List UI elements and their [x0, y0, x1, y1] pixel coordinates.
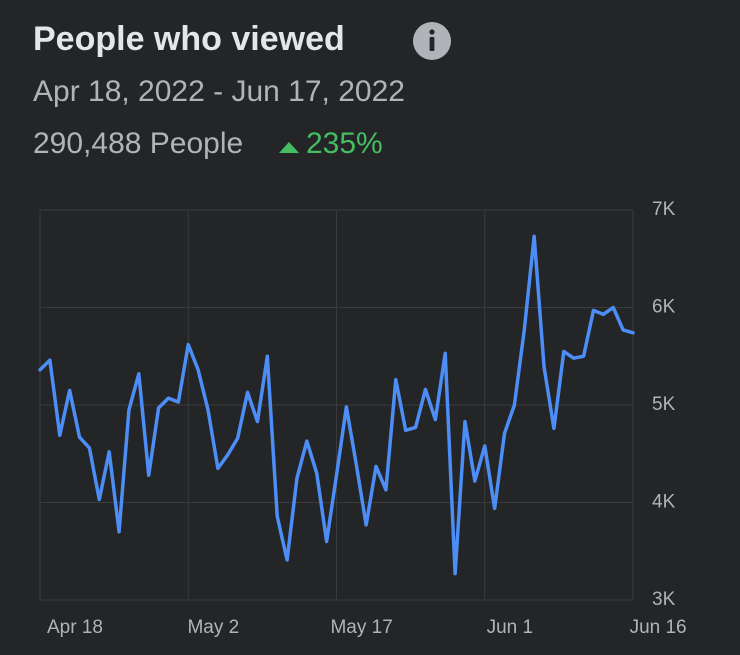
data-line	[38, 234, 635, 576]
total-people: 290,488 People	[33, 127, 243, 160]
y-tick-label: 5K	[652, 394, 676, 415]
x-tick-label: May 2	[187, 617, 239, 638]
x-tick-label: Apr 18	[47, 617, 103, 638]
x-tick-label: May 17	[330, 617, 392, 638]
y-tick-label: 3K	[652, 589, 676, 610]
y-tick-label: 7K	[652, 199, 676, 220]
info-stem	[429, 37, 435, 51]
x-tick-label: Jun 16	[630, 617, 687, 638]
date-range: Apr 18, 2022 - Jun 17, 2022	[33, 75, 405, 108]
chart-title: People who viewed	[33, 20, 345, 58]
x-tick-label: Jun 1	[487, 617, 533, 638]
increase-arrow	[279, 142, 299, 153]
change-percent: 235%	[306, 127, 383, 160]
y-tick-label: 4K	[652, 492, 676, 513]
info-icon[interactable]	[413, 22, 451, 60]
y-tick-label: 6K	[652, 297, 676, 318]
info-dot	[429, 29, 435, 35]
